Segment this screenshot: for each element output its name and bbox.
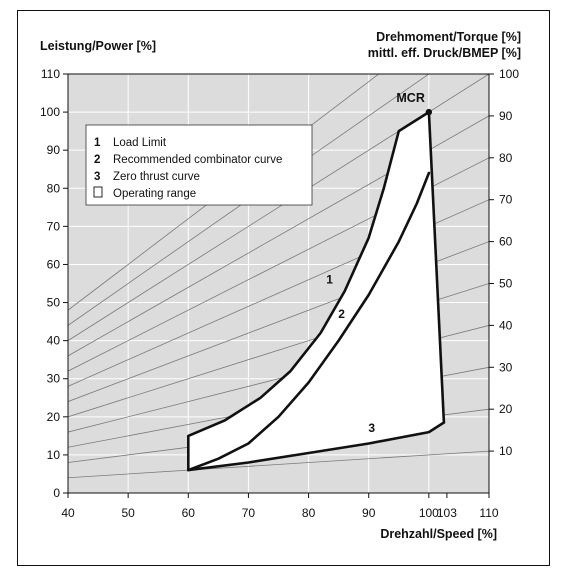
- y-tick-label-left-110: 110: [41, 67, 60, 81]
- y-tick-label-left-70: 70: [47, 219, 61, 233]
- y-tick-label-right-100: 100: [499, 67, 519, 81]
- legend-num-2: 2: [94, 154, 100, 166]
- y-tick-label-left-40: 40: [47, 334, 61, 348]
- y-tick-label-left-20: 20: [47, 410, 61, 424]
- y-tick-label-right-20: 20: [499, 402, 513, 416]
- y-tick-label-right-90: 90: [499, 109, 513, 123]
- x-tick-label-50: 50: [121, 506, 135, 520]
- legend-num-3: 3: [94, 171, 100, 183]
- curves: [187, 110, 446, 472]
- legend-num-1: 1: [94, 137, 101, 149]
- curve-labels: 1 2 3: [326, 273, 375, 436]
- legend-text-combinator: Recommended combinator curve: [113, 154, 282, 166]
- y-tick-label-right-70: 70: [499, 193, 513, 207]
- mcr-label: MCR: [396, 91, 424, 105]
- curve-3: [187, 421, 446, 472]
- y-tick-label-left-80: 80: [47, 181, 61, 195]
- y-tick-label-left-0: 0: [53, 486, 60, 500]
- x-axis-label: Drehzahl/Speed [%]: [380, 527, 497, 541]
- curve-2: [187, 171, 431, 472]
- y-axis-right-label-torque: Drehmoment/Torque [%]: [376, 30, 521, 44]
- legend-box: [85, 124, 313, 206]
- curve-label-3: 3: [368, 421, 375, 435]
- x-tick-label-40: 40: [61, 506, 75, 520]
- legend-text-load-limit: Load Limit: [113, 137, 167, 149]
- y-tick-label-right-30: 30: [499, 360, 513, 374]
- y-axis-right-label-bmep: mittl. eff. Druck/BMEP [%]: [368, 46, 521, 60]
- x-tick-label-100: 100: [419, 506, 439, 520]
- y-axis-left-label: Leistung/Power [%]: [40, 39, 156, 53]
- x-tick-label-110: 110: [479, 506, 498, 520]
- legend-swatch-operating-range: [93, 186, 103, 198]
- y-tick-label-left-90: 90: [47, 143, 61, 157]
- y-tick-label-right-10: 10: [499, 444, 513, 458]
- y-tick-label-right-40: 40: [499, 318, 513, 332]
- y-tick-label-left-60: 60: [47, 257, 61, 271]
- curve-1: [187, 110, 431, 472]
- y-tick-label-left-50: 50: [47, 296, 61, 310]
- curve-boundary: [427, 110, 446, 424]
- x-tick-label-70: 70: [242, 506, 256, 520]
- y-tick-label-left-10: 10: [47, 448, 61, 462]
- legend-text-zero-thrust: Zero thrust curve: [113, 171, 200, 183]
- x-tick-label-90: 90: [362, 506, 376, 520]
- y-tick-label-right-60: 60: [499, 235, 513, 249]
- mcr-point: [425, 108, 433, 116]
- curve-label-1: 1: [326, 273, 333, 287]
- x-tick-label-60: 60: [182, 506, 196, 520]
- x-tick-label-103: 103: [437, 506, 457, 520]
- y-tick-label-right-50: 50: [499, 277, 513, 291]
- y-tick-label-left-30: 30: [47, 372, 61, 386]
- legend-text-operating-range: Operating range: [113, 188, 196, 200]
- y-tick-label-left-100: 100: [40, 105, 60, 119]
- x-tick-label-80: 80: [302, 506, 316, 520]
- curve-label-2: 2: [338, 307, 345, 321]
- y-tick-label-right-80: 80: [499, 151, 513, 165]
- torque-line-10: [68, 450, 489, 479]
- legend: 1 Load Limit 2 Recommended combinator cu…: [85, 124, 313, 206]
